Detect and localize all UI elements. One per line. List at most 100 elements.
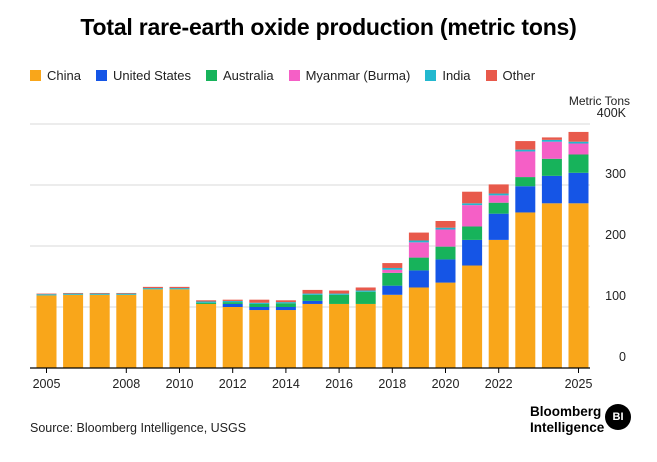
legend-swatch bbox=[206, 70, 218, 81]
bar-segment bbox=[142, 286, 163, 289]
bar-segment bbox=[196, 303, 217, 368]
bar-segment bbox=[488, 195, 509, 203]
bar-segment bbox=[515, 186, 536, 213]
bar-segment bbox=[329, 294, 350, 304]
bar-segment bbox=[488, 202, 509, 214]
bar-segment bbox=[329, 290, 350, 294]
bar-segment bbox=[541, 137, 562, 140]
bar-segment bbox=[302, 300, 323, 304]
bar-segment bbox=[462, 265, 483, 368]
bar-segment bbox=[196, 300, 217, 302]
y-tick-label: 400K bbox=[597, 106, 627, 120]
bar-segment bbox=[435, 229, 456, 247]
x-tick-label: 2012 bbox=[219, 377, 247, 391]
bar-segment bbox=[275, 307, 296, 311]
bar-segment bbox=[169, 289, 190, 368]
bar-segment bbox=[541, 158, 562, 176]
bar-segment bbox=[249, 302, 270, 304]
bar-segment bbox=[515, 151, 536, 178]
brand-line-2: Intelligence bbox=[530, 420, 605, 435]
legend-swatch bbox=[425, 70, 437, 81]
bar-segment bbox=[435, 246, 456, 260]
bar-segment bbox=[408, 287, 429, 368]
bar-segment bbox=[568, 141, 589, 144]
bar-segment bbox=[488, 239, 509, 368]
bar-segment bbox=[116, 292, 137, 294]
chart-title: Total rare-earth oxide production (metri… bbox=[80, 14, 577, 40]
bar-segment bbox=[249, 303, 270, 307]
bar-segment bbox=[515, 141, 536, 150]
bar-segment bbox=[222, 302, 243, 304]
bar-segment bbox=[116, 294, 137, 368]
bar-segment bbox=[382, 272, 403, 286]
bar-segment bbox=[329, 303, 350, 368]
x-tick-label: 2016 bbox=[325, 377, 353, 391]
legend-swatch bbox=[288, 70, 300, 81]
bar-segment bbox=[382, 285, 403, 295]
bar-segment bbox=[355, 287, 376, 291]
bar-segment bbox=[382, 267, 403, 270]
x-tick-label: 2022 bbox=[485, 377, 513, 391]
bar-segment bbox=[462, 191, 483, 204]
bar-segment bbox=[355, 290, 376, 292]
bar-segment bbox=[302, 294, 323, 301]
y-tick-label: 200 bbox=[605, 228, 626, 242]
bar-segment bbox=[63, 294, 84, 368]
bar-segment bbox=[89, 292, 110, 294]
x-tick-label: 2010 bbox=[166, 377, 194, 391]
bar-segment bbox=[568, 143, 589, 155]
x-tick-label: 2014 bbox=[272, 377, 300, 391]
legend-label: Other bbox=[502, 68, 536, 83]
bar-segment bbox=[36, 295, 57, 368]
bar-segment bbox=[382, 263, 403, 268]
bar-segment bbox=[142, 288, 163, 290]
bar-segment bbox=[63, 292, 84, 294]
bar-segment bbox=[89, 293, 110, 295]
bar-segment bbox=[355, 291, 376, 304]
y-tick-label: 0 bbox=[619, 350, 626, 364]
bar-segment bbox=[169, 286, 190, 289]
x-tick-label: 2005 bbox=[33, 377, 61, 391]
bar-segment bbox=[568, 131, 589, 142]
bar-segment bbox=[568, 154, 589, 173]
legend-item-united-states: United States bbox=[95, 68, 192, 83]
bar-segment bbox=[329, 293, 350, 295]
bar-segment bbox=[408, 240, 429, 243]
legend-item-other: Other bbox=[485, 68, 536, 83]
bar-segment bbox=[515, 177, 536, 187]
bar-segment bbox=[568, 172, 589, 204]
legend-label: United States bbox=[112, 68, 192, 83]
bar-segment bbox=[142, 289, 163, 368]
bar-segment bbox=[275, 300, 296, 303]
bar-segment bbox=[541, 175, 562, 204]
legend-item-myanmar: Myanmar (Burma) bbox=[288, 68, 411, 83]
legend-swatch bbox=[95, 70, 107, 81]
bar-stacks bbox=[36, 131, 589, 368]
bar-segment bbox=[541, 141, 562, 159]
bar-segment bbox=[435, 259, 456, 283]
y-tick-label: 300 bbox=[605, 167, 626, 181]
bar-segment bbox=[435, 282, 456, 368]
bar-segment bbox=[222, 303, 243, 307]
bar-segment bbox=[408, 232, 429, 241]
bar-segment bbox=[488, 193, 509, 196]
bar-segment bbox=[275, 303, 296, 307]
bar-segment bbox=[541, 139, 562, 142]
bar-segment bbox=[382, 269, 403, 273]
legend-swatch bbox=[485, 70, 497, 81]
bar-segment bbox=[275, 302, 296, 304]
brand-line-1: Bloomberg bbox=[530, 404, 602, 419]
chart-legend: China United States Australia Myanmar (B… bbox=[30, 68, 550, 83]
legend-label: India bbox=[442, 68, 471, 83]
bar-segment bbox=[249, 307, 270, 311]
bar-segment bbox=[222, 307, 243, 368]
x-tick-label: 2020 bbox=[432, 377, 460, 391]
bar-segment bbox=[408, 242, 429, 258]
legend-label: Myanmar (Burma) bbox=[305, 68, 411, 83]
bar-segment bbox=[488, 213, 509, 240]
x-tick-label: 2008 bbox=[112, 377, 140, 391]
bar-segment bbox=[408, 270, 429, 288]
bar-segment bbox=[541, 203, 562, 368]
bar-segment bbox=[355, 303, 376, 368]
